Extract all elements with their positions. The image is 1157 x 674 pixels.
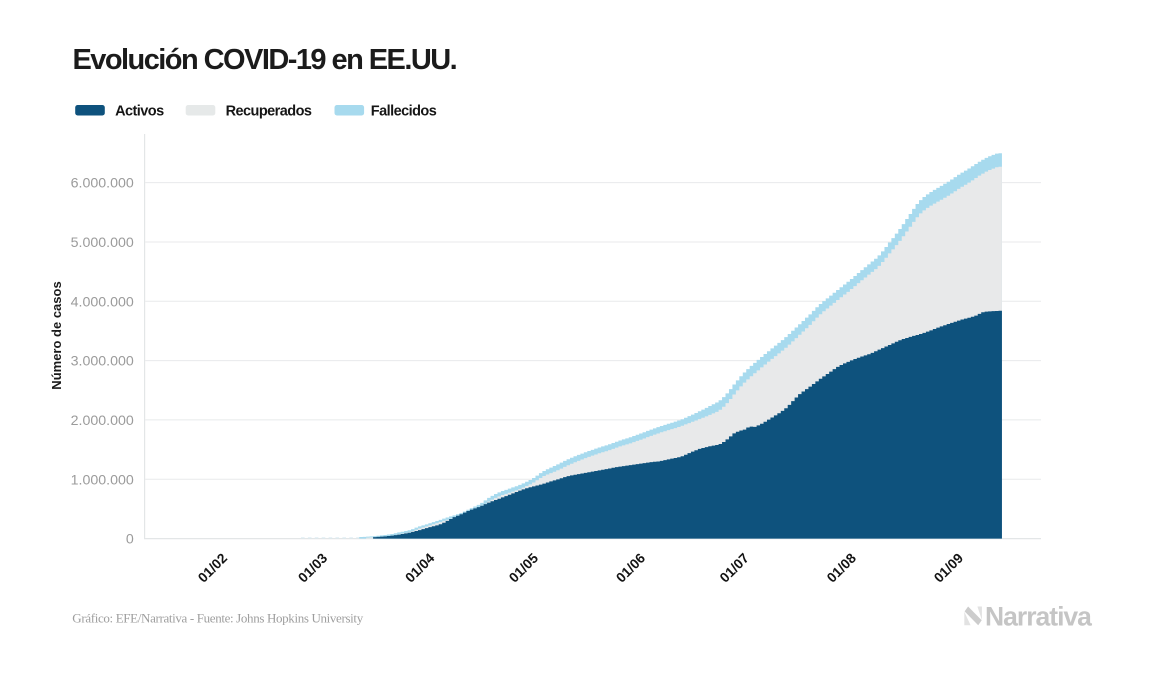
- svg-text:Número de casos: Número de casos: [49, 281, 64, 389]
- svg-text:6.000.000: 6.000.000: [71, 176, 134, 192]
- svg-text:0: 0: [126, 532, 134, 548]
- svg-text:Activos: Activos: [115, 104, 164, 120]
- svg-text:4.000.000: 4.000.000: [71, 294, 134, 310]
- svg-text:Gráfico: EFE/Narrativa - Fuent: Gráfico: EFE/Narrativa - Fuente: Johns H…: [72, 611, 363, 626]
- svg-text:1.000.000: 1.000.000: [71, 472, 134, 488]
- svg-text:3.000.000: 3.000.000: [71, 354, 134, 370]
- svg-text:5.000.000: 5.000.000: [71, 235, 134, 251]
- svg-text:Evolución COVID-19 en EE.UU.: Evolución COVID-19 en EE.UU.: [73, 44, 457, 76]
- svg-text:Fallecidos: Fallecidos: [371, 104, 437, 120]
- svg-text:Narrativa: Narrativa: [985, 602, 1092, 632]
- svg-text:Recuperados: Recuperados: [226, 104, 312, 120]
- svg-text:2.000.000: 2.000.000: [71, 413, 134, 429]
